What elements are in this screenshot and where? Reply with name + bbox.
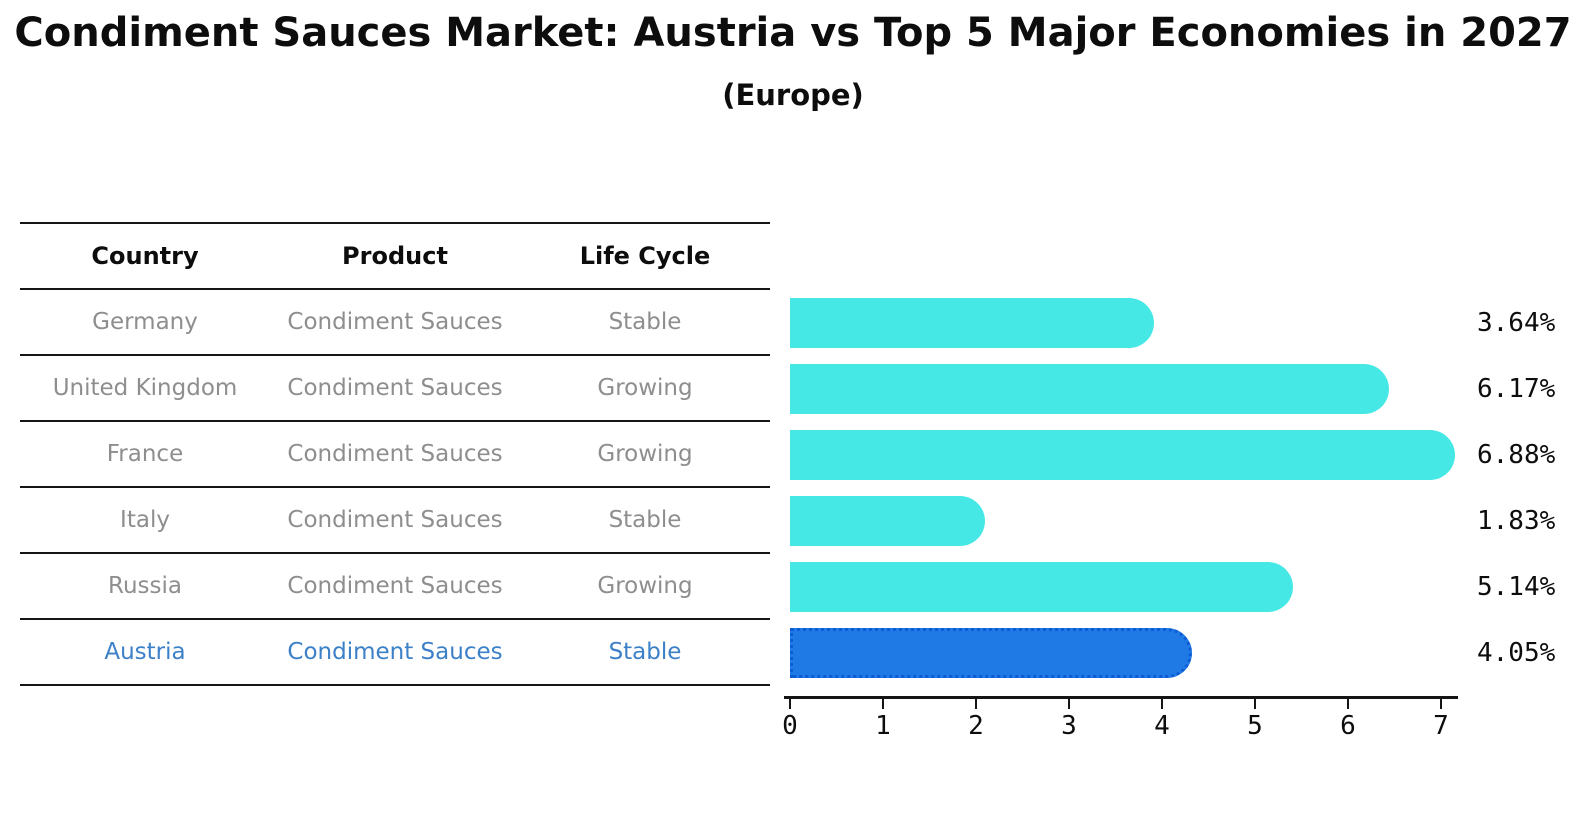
bar-row (790, 356, 1490, 422)
bar-row (790, 554, 1490, 620)
column-header-life-cycle: Life Cycle (579, 242, 711, 270)
value-label-germany: 3.64% (1477, 308, 1556, 338)
x-axis-ticks: 0 1 2 3 4 5 6 7 (782, 699, 1450, 745)
x-axis-line (784, 696, 1458, 699)
tick-label: 6 (1340, 711, 1356, 741)
cell-country: United Kingdom (52, 375, 238, 401)
cell-country: Russia (108, 573, 182, 599)
cell-life-cycle: Growing (597, 441, 693, 467)
table-header-row: Country Product Life Cycle (20, 224, 770, 290)
cell-country: Austria (104, 639, 186, 665)
cell-product: Condiment Sauces (287, 441, 503, 467)
table-row-united-kingdom: United Kingdom Condiment Sauces Growing (20, 356, 770, 422)
value-label-united-kingdom: 6.17% (1477, 374, 1556, 404)
bar-france (790, 430, 1455, 480)
chart-title: Condiment Sauces Market: Austria vs Top … (14, 10, 1572, 56)
tick-mark (882, 699, 884, 709)
bar-russia (790, 562, 1294, 612)
cell-country: Germany (92, 309, 198, 335)
bar-united-kingdom (790, 364, 1389, 414)
cell-life-cycle: Growing (597, 375, 693, 401)
cell-life-cycle: Stable (608, 639, 682, 665)
tick-mark (1347, 699, 1349, 709)
tick-label: 5 (1247, 711, 1263, 741)
bar-italy (790, 496, 986, 546)
tick-mark (1161, 699, 1163, 709)
value-label-russia: 5.14% (1477, 572, 1556, 602)
cell-product: Condiment Sauces (287, 309, 503, 335)
tick-label: 3 (1061, 711, 1077, 741)
bar-row (790, 422, 1490, 488)
cell-product: Condiment Sauces (287, 375, 503, 401)
comparison-table: Country Product Life Cycle Germany Condi… (20, 222, 770, 686)
value-label-austria: 4.05% (1477, 638, 1556, 668)
cell-product: Condiment Sauces (287, 573, 503, 599)
table-row-austria: Austria Condiment Sauces Stable (20, 620, 770, 686)
bar-row (790, 488, 1490, 554)
tick-label: 0 (782, 711, 798, 741)
tick-mark (789, 699, 791, 709)
bar-chart (790, 290, 1490, 686)
tick-label: 4 (1154, 711, 1170, 741)
bar-austria-highlighted (790, 628, 1192, 678)
value-labels: 3.64% 6.17% 6.88% 1.83% 5.14% 4.05% (1477, 290, 1555, 686)
tick-mark (1440, 699, 1442, 709)
value-label-italy: 1.83% (1477, 506, 1556, 536)
column-header-country: Country (91, 242, 199, 270)
bar-row (790, 620, 1490, 686)
table-row-france: France Condiment Sauces Growing (20, 422, 770, 488)
tick-label: 1 (875, 711, 891, 741)
value-label-france: 6.88% (1477, 440, 1556, 470)
bar-row (790, 290, 1490, 356)
chart-subtitle: (Europe) (722, 78, 864, 112)
table-row-italy: Italy Condiment Sauces Stable (20, 488, 770, 554)
cell-life-cycle: Stable (608, 309, 682, 335)
cell-life-cycle: Growing (597, 573, 693, 599)
table-row-russia: Russia Condiment Sauces Growing (20, 554, 770, 620)
cell-product: Condiment Sauces (287, 639, 503, 665)
cell-life-cycle: Stable (608, 507, 682, 533)
bar-germany (790, 298, 1154, 348)
tick-mark (1254, 699, 1256, 709)
tick-label: 2 (968, 711, 984, 741)
table-row-germany: Germany Condiment Sauces Stable (20, 290, 770, 356)
tick-mark (975, 699, 977, 709)
cell-country: Italy (120, 507, 170, 533)
cell-product: Condiment Sauces (287, 507, 503, 533)
column-header-product: Product (342, 242, 448, 270)
tick-mark (1068, 699, 1070, 709)
tick-label: 7 (1433, 711, 1449, 741)
cell-country: France (106, 441, 184, 467)
